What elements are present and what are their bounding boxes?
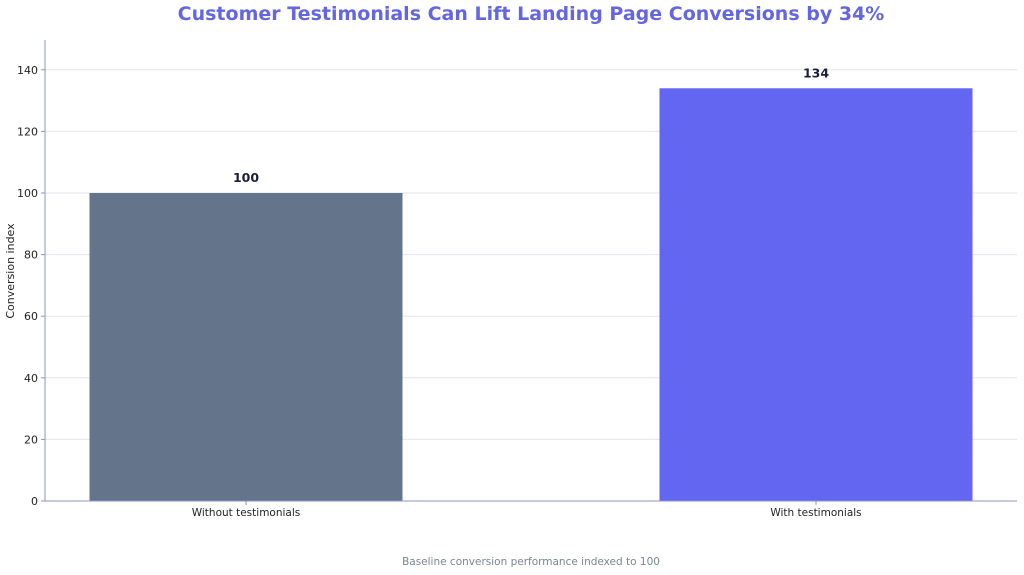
bar	[659, 88, 973, 501]
x-tick-label: Without testimonials	[192, 507, 301, 519]
y-tick-label: 40	[24, 372, 38, 385]
y-tick-label: 80	[24, 249, 38, 262]
y-tick-label: 0	[31, 495, 38, 508]
y-ticks: 0 20 40 60 80 100 120 140	[17, 64, 45, 508]
x-tick-label: With testimonials	[770, 507, 861, 519]
axes	[44, 40, 1017, 502]
bar-value-label: 134	[803, 65, 829, 80]
data-labels: 100 134	[233, 65, 829, 185]
bars	[89, 88, 973, 501]
y-tick-label: 20	[24, 433, 38, 446]
y-tick-label: 140	[17, 64, 38, 77]
chart-caption: Baseline conversion performance indexed …	[402, 556, 660, 568]
y-tick-label: 120	[17, 125, 38, 138]
bar-value-label: 100	[233, 170, 259, 185]
y-tick-label: 60	[24, 310, 38, 323]
x-ticks: Without testimonials With testimonials	[192, 501, 862, 519]
y-tick-label: 100	[17, 187, 38, 200]
bar	[89, 193, 403, 501]
chart-title: Customer Testimonials Can Lift Landing P…	[177, 3, 885, 25]
y-axis-label: Conversion index	[4, 223, 17, 319]
